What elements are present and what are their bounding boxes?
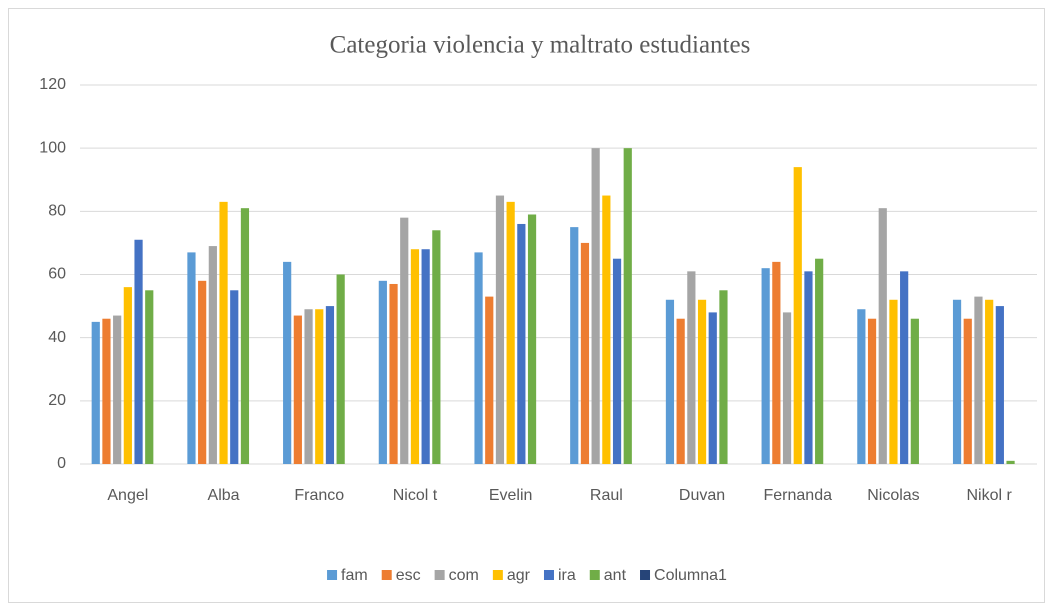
bar [187, 252, 196, 464]
legend-swatch [589, 570, 600, 580]
legend-label: ira [558, 567, 576, 584]
bar [878, 208, 887, 464]
legend-swatch [381, 570, 392, 580]
bar [974, 296, 983, 464]
bar [708, 312, 717, 464]
bar [804, 271, 813, 464]
bar [517, 223, 526, 464]
y-tick-label: 80 [48, 203, 66, 220]
bar [570, 227, 579, 464]
bar [123, 287, 132, 464]
bar [952, 299, 962, 464]
legend-label: fam [341, 567, 368, 584]
bar [985, 299, 994, 464]
bar [240, 208, 250, 464]
legend-swatch [434, 570, 445, 580]
bar [793, 167, 802, 464]
bar [230, 290, 239, 464]
bar [857, 309, 866, 464]
bar [336, 274, 345, 464]
bar [113, 315, 122, 464]
legend-label: agr [507, 567, 531, 584]
bar [697, 299, 707, 464]
bar [208, 246, 217, 464]
bar [325, 306, 335, 464]
bar [761, 268, 770, 464]
x-tick-label: Duvan [679, 487, 725, 504]
bar [1006, 460, 1015, 464]
legend-swatch [543, 570, 554, 580]
bar [527, 214, 537, 464]
bar [315, 309, 324, 464]
bar [145, 290, 154, 464]
bar [676, 318, 685, 464]
bar [410, 249, 420, 464]
bar [485, 296, 494, 464]
legend-swatch [327, 570, 338, 580]
y-tick-label: 20 [48, 392, 66, 409]
bar [815, 258, 824, 464]
bar [293, 315, 302, 464]
bar [963, 318, 972, 464]
legend-label: esc [396, 567, 421, 584]
legend-swatch [492, 570, 503, 580]
bar [102, 318, 111, 464]
x-tick-label: Raul [590, 487, 623, 504]
chart-border [8, 8, 1045, 603]
bar [772, 261, 781, 464]
x-tick-label: Alba [208, 487, 240, 504]
bar [719, 290, 728, 464]
bar [665, 299, 675, 464]
bar [474, 252, 483, 464]
bar [900, 271, 909, 464]
bar [506, 201, 515, 464]
bar [495, 195, 505, 464]
bar [134, 239, 143, 464]
legend-swatch [640, 570, 651, 580]
bar [400, 217, 409, 464]
bar [782, 312, 792, 464]
legend-label: Columna1 [654, 567, 727, 584]
bar [910, 318, 919, 464]
bar [687, 271, 696, 464]
y-tick-label: 120 [39, 76, 66, 93]
bar [889, 299, 898, 464]
x-tick-label: Angel [107, 487, 148, 504]
bar [995, 306, 1004, 464]
bar [389, 283, 398, 464]
bar [612, 258, 622, 464]
bar [219, 201, 228, 464]
bar [580, 242, 590, 464]
x-tick-label: Evelin [489, 487, 533, 504]
bar [432, 230, 441, 464]
x-tick-label: Nikol r [966, 487, 1012, 504]
y-tick-label: 40 [48, 329, 66, 346]
bar [623, 148, 632, 464]
legend-label: com [449, 567, 479, 584]
x-tick-label: Nicolas [867, 487, 919, 504]
bar [283, 261, 292, 464]
x-tick-label: Fernanda [764, 487, 833, 504]
y-tick-label: 100 [39, 139, 66, 156]
bar [421, 249, 430, 464]
y-tick-label: 60 [48, 266, 66, 283]
legend-label: ant [604, 567, 627, 584]
bar [378, 280, 387, 464]
bar [198, 280, 207, 464]
bar [91, 321, 100, 464]
bar [602, 195, 611, 464]
y-tick-label: 0 [57, 455, 66, 472]
bar [304, 309, 313, 464]
x-tick-label: Nicol t [393, 487, 438, 504]
x-tick-label: Franco [294, 487, 344, 504]
bar [867, 318, 877, 464]
bar [591, 148, 600, 464]
chart-title: Categoria violencia y maltrato estudiant… [330, 32, 751, 59]
